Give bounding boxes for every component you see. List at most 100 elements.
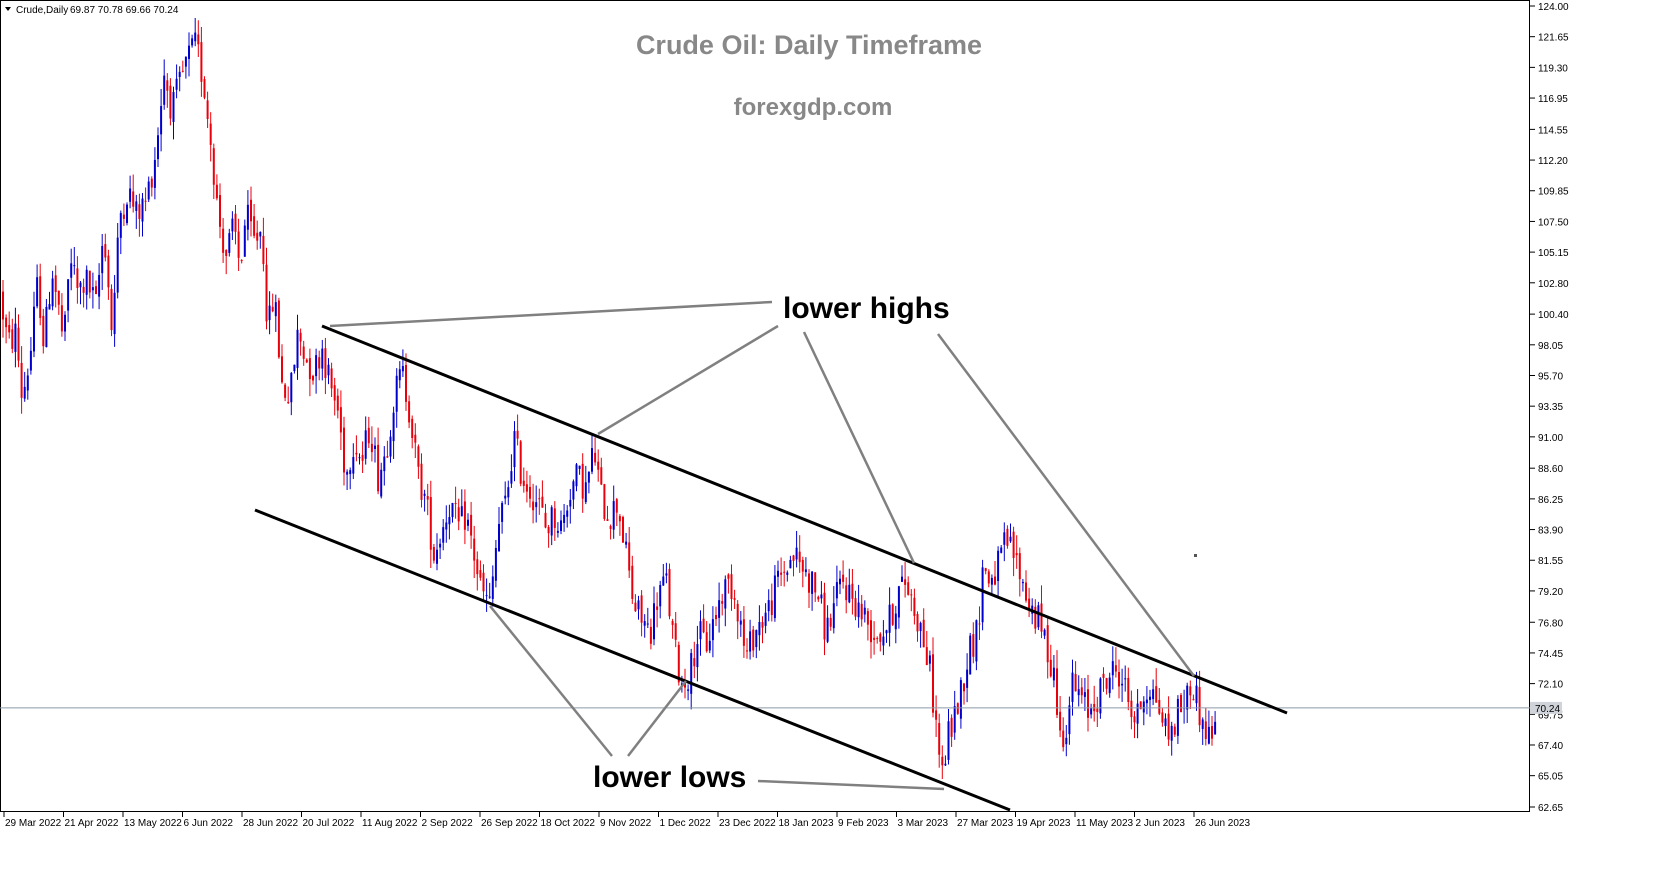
candle-body [39,276,42,318]
candle-body [891,604,894,625]
candle-body [420,463,423,500]
candle-body [1158,699,1161,714]
candle-body [1111,661,1114,676]
candle-body [928,655,931,664]
y-tick-label: 88.60 [1538,464,1563,475]
candle-body [429,497,432,550]
candle-body [1040,603,1043,632]
candle-body [209,123,212,145]
candle-body [33,306,35,352]
candle-body [129,188,132,202]
candle-body [922,619,925,648]
candle-body [113,292,116,335]
x-tick-label: 26 Jun 2023 [1195,818,1250,829]
candle-body [364,430,367,459]
candle-body [575,464,578,487]
y-tick-label: 79.20 [1538,587,1563,598]
y-tick-label: 124.00 [1538,2,1569,13]
candle-body [913,597,916,616]
candle-body [808,573,810,593]
candle-body [835,582,838,599]
candle-body [622,516,624,543]
y-tick-label: 65.05 [1538,772,1563,783]
candle-body [1108,677,1111,694]
candle-body [14,323,17,352]
candle-body [566,510,569,517]
candle-body [1214,721,1217,735]
candle-body [312,375,314,381]
candle-body [191,38,194,46]
candle-body [532,501,535,511]
candle-body [349,470,352,475]
y-tick-label: 98.05 [1538,341,1563,352]
candle-body [426,496,429,500]
candle-body [823,592,826,640]
candle-body [392,412,395,442]
candle-body [358,457,361,459]
candle-body [274,302,277,317]
candle-body [643,621,646,626]
price-axis: 124.00 121.65 119.30 116.95 114.55 112.20 109.… [1530,2,1569,814]
candle-body [941,756,944,766]
candle-body [959,680,962,719]
candle-body [234,213,237,232]
candle-body [882,636,885,646]
candle-body [91,287,94,291]
candle-body [696,644,699,668]
candle-body [454,503,457,505]
candle-body [119,213,122,238]
candle-body [479,569,482,578]
candle-body [525,484,528,492]
candle-body [482,572,485,592]
candle-body [54,275,57,292]
candle-body [1204,721,1207,739]
candle-body [473,538,476,561]
x-tick-label: 27 Mar 2023 [957,818,1014,829]
candle-body [1006,528,1009,546]
y-tick-label: 119.30 [1538,63,1568,74]
candle-body [910,594,913,596]
candle-body [863,607,866,615]
candle-body [1105,678,1108,689]
candle-body [609,526,612,529]
candle-body [789,559,792,569]
candle-body [160,106,163,135]
candle-body [1043,629,1046,636]
candle-body [299,332,302,342]
candle-body [1003,532,1006,545]
candle-body [649,626,652,644]
candle-body [569,499,572,507]
candle-body [550,507,553,536]
candle-body [85,269,88,295]
candle-body [925,647,928,666]
candle-body [510,471,513,484]
candle-body [507,487,510,498]
candle-body [1121,683,1124,686]
candle-body [104,244,107,258]
candle-body [572,481,575,500]
candle-body [163,75,166,105]
candle-body [916,614,919,632]
candle-body [615,499,618,513]
candle-body [944,763,947,766]
candle-body [361,454,364,461]
candle-body [88,270,91,293]
candle-body [147,181,150,200]
candle-body [333,385,336,401]
candle-body [860,603,863,620]
candle-body [467,519,469,526]
y-tick-label: 83.90 [1538,526,1563,537]
x-tick-label: 29 Mar 2022 [5,818,62,829]
candle-body [194,32,197,42]
candle-body [408,401,411,423]
y-tick-label: 95.70 [1538,371,1563,382]
candle-body [780,572,783,575]
candle-body [324,348,327,379]
candle-body [705,632,708,652]
y-tick-label: 81.55 [1538,556,1563,567]
candle-body [405,364,407,402]
candle-body [370,443,373,453]
candle-body [1139,701,1142,710]
candle-body [423,493,426,496]
candle-body [777,570,779,577]
